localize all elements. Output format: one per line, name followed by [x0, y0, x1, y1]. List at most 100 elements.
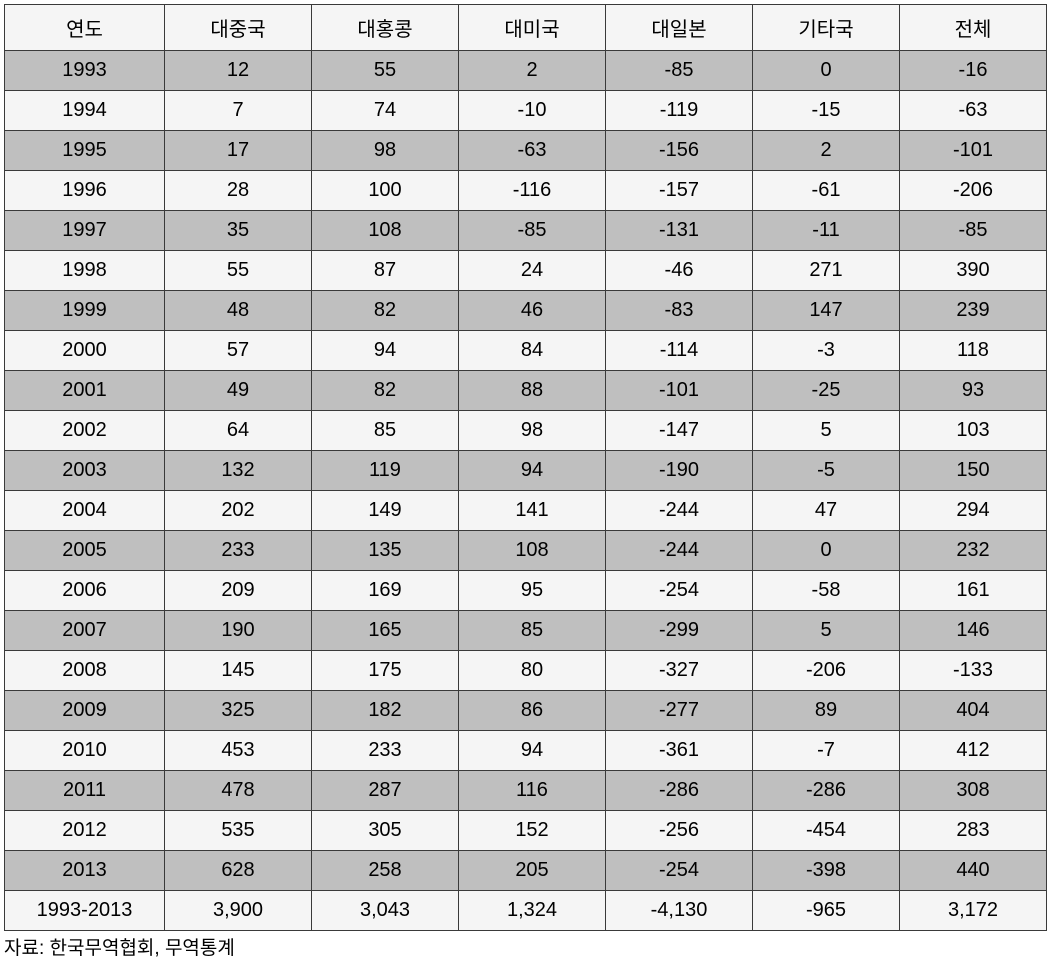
table-cell: -4,130: [606, 891, 753, 931]
table-cell: 2004: [5, 491, 165, 531]
table-cell: -256: [606, 811, 753, 851]
table-row: 2002648598-1475103: [5, 411, 1047, 451]
table-cell: 12: [165, 51, 312, 91]
table-cell: 412: [900, 731, 1047, 771]
table-cell: 535: [165, 811, 312, 851]
table-row: 2005233135108-2440232: [5, 531, 1047, 571]
table-cell: 94: [459, 451, 606, 491]
table-cell: 1994: [5, 91, 165, 131]
table-cell: 2001: [5, 371, 165, 411]
table-cell: 308: [900, 771, 1047, 811]
table-cell: 98: [312, 131, 459, 171]
table-row: 2013628258205-254-398440: [5, 851, 1047, 891]
table-cell: 87: [312, 251, 459, 291]
table-cell: 287: [312, 771, 459, 811]
table-cell: 2008: [5, 651, 165, 691]
table-cell: 2013: [5, 851, 165, 891]
table-cell: 2002: [5, 411, 165, 451]
table-cell: 2: [753, 131, 900, 171]
table-cell: 190: [165, 611, 312, 651]
table-cell: 116: [459, 771, 606, 811]
table-cell: 1993-2013: [5, 891, 165, 931]
table-cell: -7: [753, 731, 900, 771]
table-cell: 165: [312, 611, 459, 651]
table-cell: 100: [312, 171, 459, 211]
table-cell: 57: [165, 331, 312, 371]
table-cell: -361: [606, 731, 753, 771]
table-cell: 258: [312, 851, 459, 891]
table-cell: 82: [312, 371, 459, 411]
table-row: 199735108-85-131-11-85: [5, 211, 1047, 251]
table-cell: 283: [900, 811, 1047, 851]
col-header: 연도: [5, 5, 165, 51]
table-cell: 1995: [5, 131, 165, 171]
table-cell: -119: [606, 91, 753, 131]
table-cell: 103: [900, 411, 1047, 451]
table-cell: 85: [312, 411, 459, 451]
table-cell: -63: [900, 91, 1047, 131]
table-cell: 55: [312, 51, 459, 91]
table-cell: 74: [312, 91, 459, 131]
table-cell: 2: [459, 51, 606, 91]
col-header: 대미국: [459, 5, 606, 51]
table-cell: 88: [459, 371, 606, 411]
table-row: 1998558724-46271390: [5, 251, 1047, 291]
table-cell: 440: [900, 851, 1047, 891]
table-row: 201045323394-361-7412: [5, 731, 1047, 771]
table-cell: 119: [312, 451, 459, 491]
table-row: 2012535305152-256-454283: [5, 811, 1047, 851]
table-cell: -131: [606, 211, 753, 251]
table-cell: 24: [459, 251, 606, 291]
table-cell: 145: [165, 651, 312, 691]
table-cell: -147: [606, 411, 753, 451]
table-cell: 239: [900, 291, 1047, 331]
table-row: 200313211994-190-5150: [5, 451, 1047, 491]
table-cell: 80: [459, 651, 606, 691]
table-cell: -206: [753, 651, 900, 691]
table-cell: 2009: [5, 691, 165, 731]
table-cell: 175: [312, 651, 459, 691]
table-cell: -206: [900, 171, 1047, 211]
data-table: 연도 대중국 대홍콩 대미국 대일본 기타국 전체 199312552-850-…: [4, 4, 1047, 931]
table-cell: 2005: [5, 531, 165, 571]
table-cell: 132: [165, 451, 312, 491]
table-cell: -101: [606, 371, 753, 411]
table-cell: 2007: [5, 611, 165, 651]
table-cell: 49: [165, 371, 312, 411]
table-cell: 48: [165, 291, 312, 331]
table-cell: -254: [606, 851, 753, 891]
table-cell: -398: [753, 851, 900, 891]
table-cell: 98: [459, 411, 606, 451]
table-cell: 146: [900, 611, 1047, 651]
table-cell: 5: [753, 411, 900, 451]
table-cell: -277: [606, 691, 753, 731]
table-cell: 46: [459, 291, 606, 331]
table-cell: 141: [459, 491, 606, 531]
table-header-row: 연도 대중국 대홍콩 대미국 대일본 기타국 전체: [5, 5, 1047, 51]
table-cell: 47: [753, 491, 900, 531]
table-cell: -244: [606, 491, 753, 531]
table-cell: -58: [753, 571, 900, 611]
table-cell: 1998: [5, 251, 165, 291]
table-cell: -85: [900, 211, 1047, 251]
table-cell: 5: [753, 611, 900, 651]
table-cell: 2006: [5, 571, 165, 611]
table-cell: 3,043: [312, 891, 459, 931]
table-cell: 478: [165, 771, 312, 811]
table-cell: 2012: [5, 811, 165, 851]
source-note: 자료: 한국무역협회, 무역통계: [4, 933, 1046, 960]
table-row: 2000579484-114-3118: [5, 331, 1047, 371]
table-body: 199312552-850-161994774-10-119-15-631995…: [5, 51, 1047, 931]
table-cell: 147: [753, 291, 900, 331]
table-row: 199628100-116-157-61-206: [5, 171, 1047, 211]
table-cell: -85: [459, 211, 606, 251]
table-cell: 390: [900, 251, 1047, 291]
table-cell: -286: [753, 771, 900, 811]
table-cell: 182: [312, 691, 459, 731]
table-cell: -116: [459, 171, 606, 211]
table-cell: -3: [753, 331, 900, 371]
table-cell: 3,900: [165, 891, 312, 931]
table-cell: -157: [606, 171, 753, 211]
table-cell: -286: [606, 771, 753, 811]
table-cell: 55: [165, 251, 312, 291]
